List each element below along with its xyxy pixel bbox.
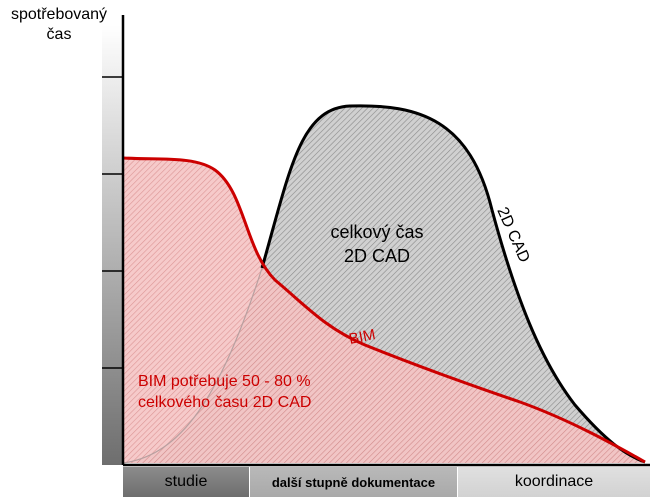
y-axis-gradient [102, 25, 123, 465]
bim-note-line2: celkového času 2D CAD [138, 394, 311, 411]
cad-curve-rising [122, 267, 263, 464]
bim-area [123, 158, 645, 463]
phase-label: koordinace [514, 473, 594, 490]
cad-area-label-line1: celkový čas [330, 222, 423, 242]
phase-studie: studie [123, 467, 250, 497]
y-axis-label: spotřebovaný čas [4, 5, 114, 45]
bim-note-line1: BIM potřebuje 50 - 80 % [138, 373, 311, 390]
phase-bar: studie další stupně dokumentace koordina… [123, 467, 650, 497]
y-axis-ticks [102, 76, 123, 369]
phase-label: studie [164, 473, 208, 490]
bim-curve-label: BIM [348, 326, 377, 348]
y-axis-label-line1: spotřebovaný [10, 6, 108, 23]
phase-dalsi-stupne: další stupně dokumentace [250, 467, 458, 497]
bim-curve [122, 156, 646, 464]
cad-curve [260, 104, 646, 464]
y-axis-label-line2: čas [46, 26, 72, 43]
cad-area-label-line2: 2D CAD [344, 246, 410, 266]
phase-koordinace: koordinace [458, 467, 650, 497]
phase-label: další stupně dokumentace [271, 474, 436, 490]
